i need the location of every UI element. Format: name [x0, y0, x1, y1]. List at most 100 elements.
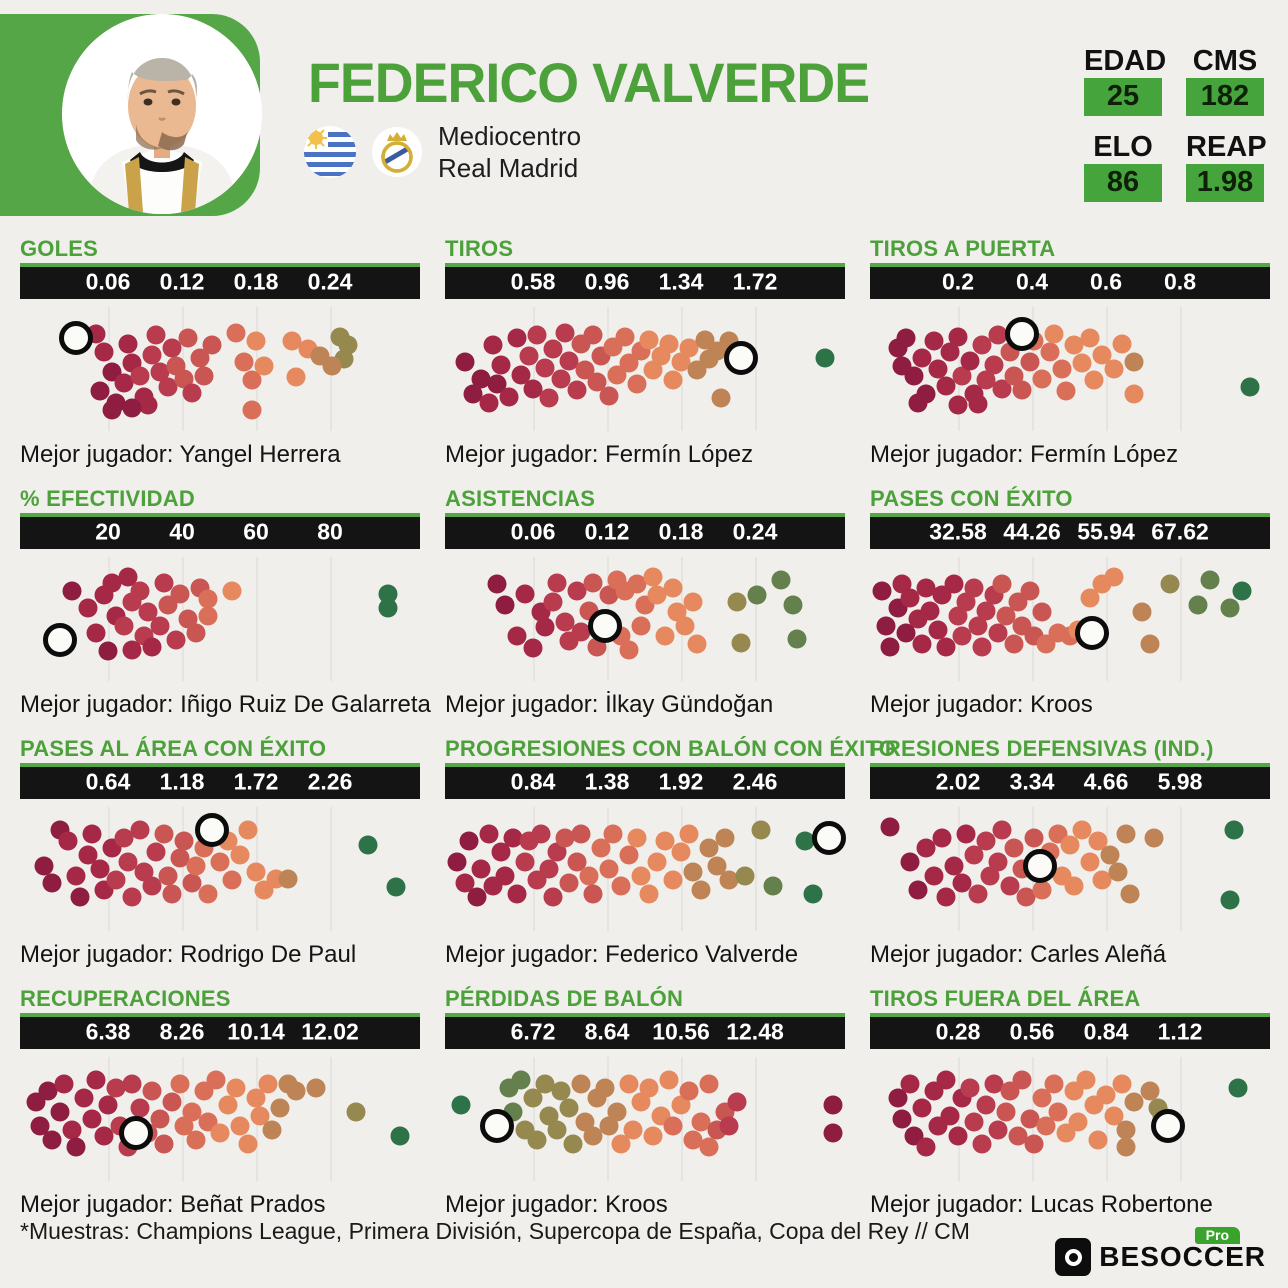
data-point	[523, 1088, 543, 1108]
data-point	[964, 845, 984, 865]
data-point	[1144, 828, 1164, 848]
data-point	[631, 1092, 651, 1112]
data-point	[1076, 1070, 1096, 1090]
valverde-highlight-marker	[1023, 849, 1057, 884]
data-point	[675, 616, 695, 636]
data-point	[936, 887, 956, 907]
scatter-area	[445, 1049, 845, 1189]
data-point	[162, 884, 182, 904]
data-point	[166, 630, 186, 650]
data-point	[603, 824, 623, 844]
data-point	[900, 1074, 920, 1094]
data-point	[38, 1081, 58, 1101]
scatter-area	[20, 299, 420, 439]
data-point	[940, 1106, 960, 1126]
data-point	[278, 869, 298, 889]
data-point	[555, 612, 575, 632]
panel-title: RECUPERACIONES	[20, 986, 231, 1011]
data-point	[286, 367, 306, 387]
stat-panel: ASISTENCIAS 0.06 0.12 0.18 0.24 Mejor jugador…	[445, 486, 845, 722]
stat-value: 182	[1186, 78, 1264, 116]
scatter-area	[870, 299, 1270, 439]
tick-gridline	[182, 807, 184, 931]
data-point	[50, 1102, 70, 1122]
data-point	[122, 398, 142, 418]
tick-gridline	[330, 1057, 332, 1181]
data-point	[74, 1088, 94, 1108]
data-point	[34, 856, 54, 876]
data-point	[386, 877, 406, 897]
data-point	[130, 1098, 150, 1118]
data-point	[747, 585, 767, 605]
data-point	[346, 1102, 366, 1122]
panel-axis-bar: 0.28 0.56 0.84 1.12	[870, 1013, 1270, 1049]
data-point	[82, 824, 102, 844]
best-player-prefix: Mejor jugador:	[20, 441, 180, 468]
panel-axis-bar: 6.38 8.26 10.14 12.02	[20, 1013, 420, 1049]
best-player-line: Mejor jugador: Lucas Robertone	[870, 1191, 1270, 1219]
data-point	[900, 588, 920, 608]
data-point	[1120, 884, 1140, 904]
data-point	[964, 578, 984, 598]
data-point	[122, 1074, 142, 1094]
data-point	[1072, 820, 1092, 840]
samples-footnote: *Muestras: Champions League, Primera Div…	[20, 1218, 970, 1244]
data-point	[687, 634, 707, 654]
data-point	[599, 386, 619, 406]
data-point	[944, 574, 964, 594]
data-point	[1064, 876, 1084, 896]
data-point	[880, 637, 900, 657]
data-point	[996, 606, 1016, 626]
valverde-highlight-marker	[1005, 317, 1039, 351]
panel-axis-bar: 20 40 60 80	[20, 513, 420, 549]
best-player-prefix: Mejor jugador:	[445, 691, 606, 718]
data-point	[1160, 574, 1180, 594]
axis-tick-label: 0.6	[1090, 268, 1122, 295]
axis-tick-label: 0.58	[510, 268, 556, 295]
stat-label: EDAD	[1084, 45, 1167, 77]
data-point	[118, 567, 138, 587]
valverde-highlight-marker	[119, 1116, 153, 1150]
data-point	[511, 365, 531, 385]
data-point	[471, 859, 491, 879]
valverde-highlight-marker	[724, 340, 758, 375]
data-point	[599, 585, 619, 605]
data-point	[1116, 1120, 1136, 1140]
data-point	[94, 342, 114, 362]
data-point	[1024, 1134, 1044, 1154]
axis-tick-label: 32.58	[929, 518, 987, 545]
data-point	[142, 637, 162, 657]
data-point	[258, 1074, 278, 1094]
player-position: Mediocentro	[438, 121, 582, 151]
data-point	[1040, 342, 1060, 362]
panel-axis-bar: 2.02 3.34 4.66 5.98	[870, 763, 1270, 799]
data-point	[1108, 862, 1128, 882]
data-point	[94, 1126, 114, 1146]
data-point	[523, 379, 543, 399]
data-point	[727, 592, 747, 612]
data-point	[1200, 570, 1220, 590]
data-point	[1012, 380, 1032, 400]
data-point	[1020, 581, 1040, 601]
data-point	[286, 1081, 306, 1101]
tick-gridline	[1180, 307, 1182, 431]
data-point	[270, 1098, 290, 1118]
data-point	[242, 370, 262, 390]
best-player-name: Yangel Herrera	[179, 441, 341, 468]
tick-gridline	[533, 307, 535, 431]
uruguay-flag-icon	[304, 126, 356, 178]
axis-tick-label: 1.92	[658, 768, 704, 795]
best-player-line: Mejor jugador: Fermín López	[445, 441, 845, 469]
data-point	[607, 1102, 627, 1122]
axis-tick-label: 2.46	[732, 768, 778, 795]
valverde-highlight-marker	[812, 821, 846, 856]
data-point	[250, 1106, 270, 1126]
data-point	[731, 633, 751, 653]
data-point	[948, 327, 968, 347]
data-point	[988, 623, 1008, 643]
data-point	[611, 876, 631, 896]
data-point	[599, 859, 619, 879]
scatter-area	[870, 1049, 1270, 1189]
data-point	[707, 856, 727, 876]
data-point	[643, 1126, 663, 1146]
